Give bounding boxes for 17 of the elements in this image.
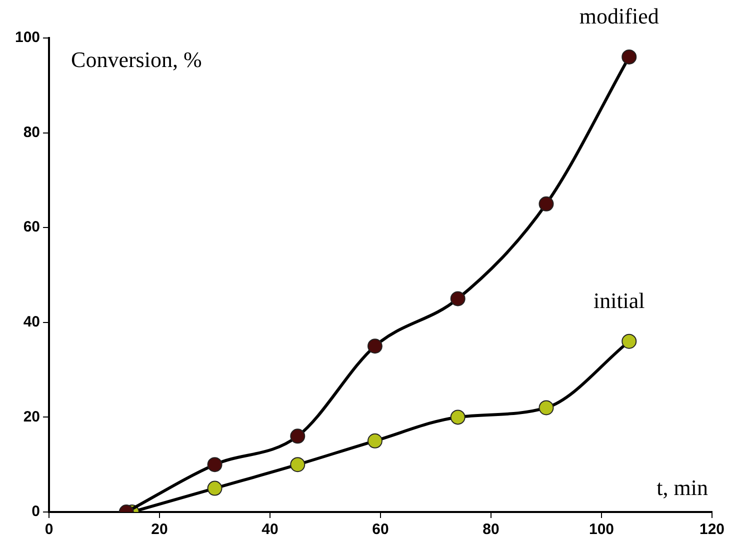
y-tick-label: 60: [23, 218, 40, 236]
series-label: initial: [593, 288, 645, 314]
x-tick-label: 100: [588, 521, 614, 538]
x-axis-title: t, min: [656, 474, 708, 500]
x-tick-label: 60: [372, 521, 389, 538]
y-tick-label: 0: [32, 503, 40, 520]
x-tick-label: 40: [262, 521, 278, 538]
x-tick-label: 80: [482, 521, 500, 538]
y-tick-label: 80: [23, 124, 40, 141]
x-tick-label: 0: [44, 521, 54, 538]
series-label: modified: [579, 4, 659, 29]
x-tick-label: 120: [699, 521, 725, 538]
y-tick-label: 40: [23, 314, 40, 331]
x-tick-label: 20: [151, 521, 168, 538]
y-axis-title: Conversion, %: [71, 46, 202, 72]
y-tick-label: 100: [14, 29, 40, 46]
y-tick-label: 20: [23, 408, 40, 426]
